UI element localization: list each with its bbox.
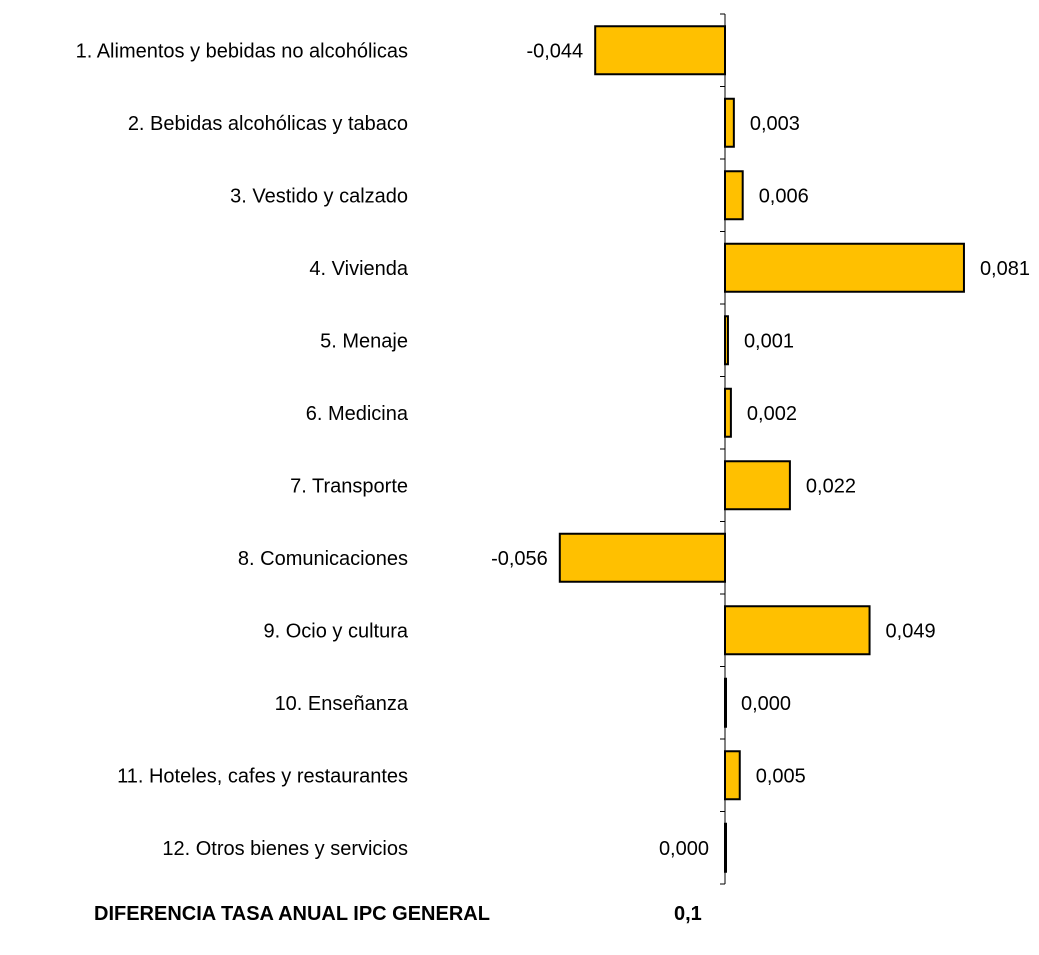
value-label: 0,000 <box>741 693 791 715</box>
footer-label: DIFERENCIA TASA ANUAL IPC GENERAL <box>94 903 490 925</box>
value-label: 0,049 <box>886 620 936 642</box>
value-label: 0,000 <box>659 838 709 860</box>
labels: 1. Alimentos y bebidas no alcohólicas -0,… <box>76 40 1030 860</box>
value-label: -0,044 <box>526 40 583 62</box>
category-label: 10. Enseñanza <box>275 693 409 715</box>
bars <box>558 25 965 873</box>
category-label: 4. Vivienda <box>309 258 408 280</box>
category-label: 12. Otros bienes y servicios <box>162 838 408 860</box>
category-label: 1. Alimentos y bebidas no alcohólicas <box>76 40 408 62</box>
value-label: 0,002 <box>747 403 797 425</box>
axis <box>720 13 726 885</box>
bar-12 <box>724 822 727 873</box>
value-label: 0,005 <box>756 765 806 787</box>
category-label: 2. Bebidas alcohólicas y tabaco <box>128 113 408 135</box>
category-label: 5. Menaje <box>320 330 408 352</box>
bar-2 <box>724 97 735 148</box>
bar-5 <box>724 315 729 366</box>
value-label: 0,003 <box>750 113 800 135</box>
category-label: 11. Hoteles, cafes y restaurantes <box>117 765 408 787</box>
category-label: 8. Comunicaciones <box>238 548 408 570</box>
value-label: 0,022 <box>806 475 856 497</box>
value-label: -0,056 <box>491 548 548 570</box>
bar-8 <box>558 532 726 583</box>
category-label: 6. Medicina <box>306 403 409 425</box>
bar-10 <box>724 677 727 728</box>
value-label: 0,081 <box>980 258 1030 280</box>
bar-3 <box>724 170 744 221</box>
category-label: 9. Ocio y cultura <box>263 620 408 642</box>
bar-1 <box>594 25 727 76</box>
bar-4 <box>724 242 965 293</box>
footer-value: 0,1 <box>674 903 702 925</box>
bar-11 <box>724 750 741 801</box>
value-label: 0,001 <box>744 330 794 352</box>
bar-7 <box>724 460 791 511</box>
value-label: 0,006 <box>759 185 809 207</box>
category-label: 7. Transporte <box>290 475 408 497</box>
category-label: 3. Vestido y calzado <box>230 185 408 207</box>
bar-9 <box>724 605 871 656</box>
bar-6 <box>724 387 732 438</box>
